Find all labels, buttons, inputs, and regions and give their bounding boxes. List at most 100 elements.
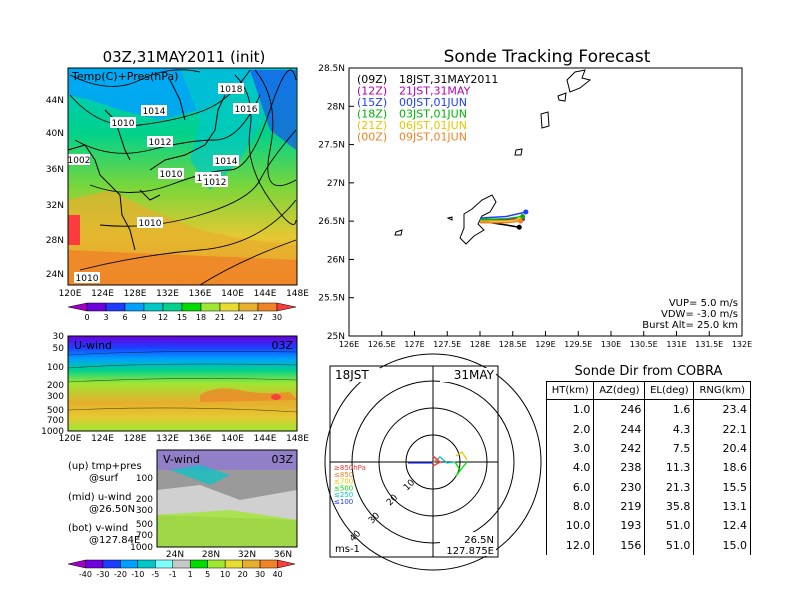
track-end-point xyxy=(523,209,529,215)
legend-text: 21JST,31MAY xyxy=(399,85,471,98)
table-cell: 20.4 xyxy=(693,438,751,459)
colorbar-label: 1 xyxy=(188,570,193,579)
table-cell: 22.1 xyxy=(693,419,751,439)
table-cell: 51.0 xyxy=(644,535,695,555)
isobar-label: 1012 xyxy=(204,178,227,188)
tracking-title: Sonde Tracking Forecast xyxy=(444,47,651,67)
x-tick-label: 124E xyxy=(91,434,114,444)
lon-tick-label: 132E xyxy=(732,340,752,349)
colorbar-swatch xyxy=(207,559,226,569)
note-text: (mid) u-wind xyxy=(68,492,131,503)
temp-map: 1018 1016 1014 1014 1012 1012 1010 1010 … xyxy=(67,67,298,286)
lon-tick-label: 120E xyxy=(59,289,82,299)
lat-tick-label: 26.5N xyxy=(318,217,345,227)
table-row: 4.0 238 11.3 18.6 xyxy=(545,458,751,478)
param-vup: VUP= 5.0 m/s xyxy=(669,298,738,309)
colorbar-label: 20 xyxy=(238,570,248,579)
param-burst: Burst Alt= 25.0 km xyxy=(642,320,738,331)
x-tick-label: 128E xyxy=(124,434,147,444)
x-tick-label: 120E xyxy=(59,434,82,444)
track-end-point xyxy=(516,224,522,230)
note-text: (up) tmp+pres xyxy=(68,461,142,472)
polar-unit: ms-1 xyxy=(335,544,360,555)
isobar-label: 1010 xyxy=(160,170,183,180)
table-cell: 4.0 xyxy=(545,458,595,478)
lon-tick-label: 130.5E xyxy=(630,340,658,349)
col-header: RNG(km) xyxy=(693,381,751,400)
tracking-series xyxy=(479,209,529,230)
table-cell: 238 xyxy=(593,458,646,478)
isobar-label: 1018 xyxy=(220,85,243,95)
col-header: AZ(deg) xyxy=(593,381,646,400)
lon-tick-label: 136E xyxy=(189,289,212,299)
alt-legend-entry: ≤850 xyxy=(334,471,353,479)
polar-alt-legend: ≥850hPa≤850≤700≤500≤250≤100 xyxy=(334,464,366,506)
colorbar-swatch xyxy=(67,559,86,569)
alt-legend-entry: ≤100 xyxy=(334,498,353,506)
note-text: @26.50N xyxy=(89,504,135,515)
colorbar-swatch xyxy=(277,559,296,569)
colorbar-swatch xyxy=(137,559,156,569)
colorbar-label: 12 xyxy=(158,313,168,322)
track-line xyxy=(480,218,520,222)
colorbar-label: 30 xyxy=(272,313,282,322)
track-line xyxy=(479,211,526,219)
colorbar-swatch xyxy=(219,302,240,312)
table-cell: 4.3 xyxy=(644,419,695,439)
lon-tick-label: 131.5E xyxy=(695,340,723,349)
tracking-legend: (09Z) 18JST,31MAY2011 (12Z) 21JST,31MAY (15Z… xyxy=(357,73,498,144)
alt-legend-entry: ≤500 xyxy=(334,484,353,492)
polar-location-lat: 26.5N xyxy=(464,535,494,546)
colorbar-swatch xyxy=(172,559,191,569)
colorbar-swatch xyxy=(67,302,88,312)
colorbar-swatch xyxy=(105,302,126,312)
legend-tag: (00Z) xyxy=(357,131,387,144)
note-text: @surf xyxy=(89,473,119,484)
polar-plot xyxy=(324,353,542,571)
vwind-x-labels: 24N 28N 32N 36N xyxy=(166,550,292,560)
uwind-x-labels: 120E 124E 128E 132E 136E 140E 144E 148E xyxy=(59,434,310,444)
vwind-time: 03Z xyxy=(271,453,293,466)
lon-tick-label: 148E xyxy=(286,289,309,299)
y-tick-label: 700 xyxy=(47,416,64,426)
colorbar-label: 0 xyxy=(84,313,89,322)
lon-tick-label: 128E xyxy=(124,289,147,299)
polar-time: 18JST xyxy=(335,368,369,382)
lat-tick-label: 26N xyxy=(327,255,345,265)
isobar-label: 1010 xyxy=(112,119,135,129)
table-cell: 6.0 xyxy=(545,477,595,497)
lon-tick-label: 130E xyxy=(601,340,621,349)
lat-tick-label: 27.5N xyxy=(318,141,345,151)
alt-legend-entry: ≤700 xyxy=(334,478,353,486)
legend-text: 03JST,01JUN xyxy=(399,108,467,121)
lat-tick-label: 28.5N xyxy=(318,64,345,74)
colorbar-swatch xyxy=(257,302,278,312)
colorbar-label: 21 xyxy=(215,313,225,322)
table-cell: 246 xyxy=(593,399,646,420)
lon-tick-label: 129.5E xyxy=(564,340,592,349)
y-tick-label: 300 xyxy=(47,392,64,402)
table-cell: 244 xyxy=(593,419,646,439)
x-tick-label: 136E xyxy=(189,434,212,444)
vwind-label: V-wind xyxy=(163,453,200,466)
lon-tick-label: 126.5E xyxy=(368,340,396,349)
colorbar-swatch xyxy=(181,302,202,312)
colorbar-swatch xyxy=(85,559,104,569)
temp-lon-labels: 120E 124E 128E 132E 136E 140E 144E 148E xyxy=(59,289,310,299)
y-tick-label: 50 xyxy=(53,344,65,354)
col-header: HT(km) xyxy=(545,381,595,400)
lat-tick-label: 44N xyxy=(46,96,64,106)
table-cell: 230 xyxy=(593,477,646,497)
legend-text: 00JST,01JUN xyxy=(399,96,467,109)
legend-tag: (21Z) xyxy=(357,119,387,132)
table-cell: 11.3 xyxy=(644,458,695,478)
param-vdw: VDW= -3.0 m/s xyxy=(661,309,738,320)
table-cell: 193 xyxy=(593,516,646,536)
table-cell: 1.0 xyxy=(545,399,595,420)
colorbar-swatch xyxy=(102,559,121,569)
lat-tick-label: 25.5N xyxy=(318,294,345,304)
y-tick-label: 700 xyxy=(136,531,153,541)
lon-tick-label: 128.5E xyxy=(499,340,527,349)
